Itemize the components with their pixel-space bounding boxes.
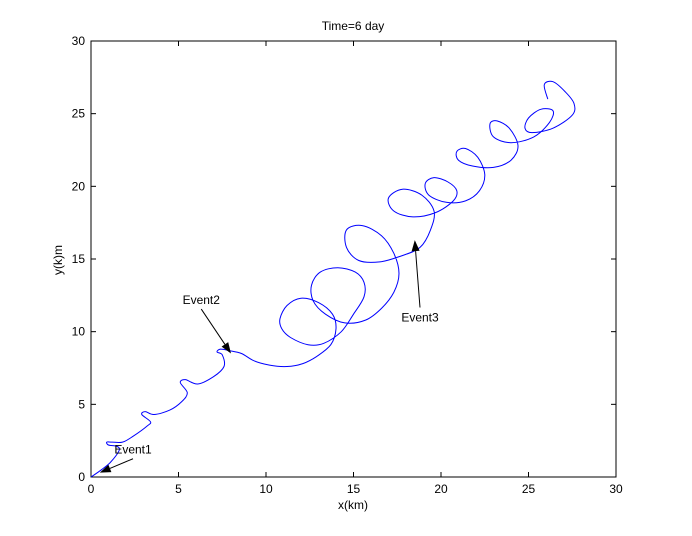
x-tick-label: 5 <box>175 482 182 496</box>
annotation-arrowhead <box>99 464 112 473</box>
y-tick-label: 25 <box>72 107 86 121</box>
y-tick-label: 30 <box>72 34 86 48</box>
annotations-layer: Event1 Event2 Event3 <box>99 240 439 473</box>
x-axis-title: x(km) <box>338 498 368 512</box>
x-tick-label: 25 <box>522 482 536 496</box>
trajectory-line <box>90 80 576 478</box>
chart-title: Time=6 day <box>322 19 385 33</box>
y-tick-label: 10 <box>72 325 86 339</box>
x-tick-label: 0 <box>88 482 95 496</box>
x-tick-label: 30 <box>609 482 623 496</box>
annotation-arrow <box>109 458 134 469</box>
ticks-layer <box>90 40 617 478</box>
y-tick-label: 0 <box>78 470 85 484</box>
y-tick-label: 15 <box>72 252 86 266</box>
x-tick-label: 15 <box>347 482 361 496</box>
y-axis-title: y(k)m <box>51 245 65 275</box>
annotation-arrowhead <box>221 342 231 354</box>
annotation-label: Event3 <box>401 310 439 324</box>
annotation-arrow <box>415 251 421 308</box>
annotation-arrow <box>200 308 226 345</box>
series-layer <box>90 80 576 478</box>
y-tick-label: 20 <box>72 179 86 193</box>
y-tick-label: 5 <box>78 397 85 411</box>
annotation-label: Event1 <box>114 443 152 457</box>
x-tick-label: 20 <box>434 482 448 496</box>
annotation-arrowhead <box>411 240 420 252</box>
axes-frame <box>90 40 617 478</box>
tick-labels-layer: 0 5 10 15 20 25 30 0 5 10 15 20 25 30 <box>72 34 623 496</box>
annotation-label: Event2 <box>183 293 221 307</box>
x-tick-label: 10 <box>259 482 273 496</box>
